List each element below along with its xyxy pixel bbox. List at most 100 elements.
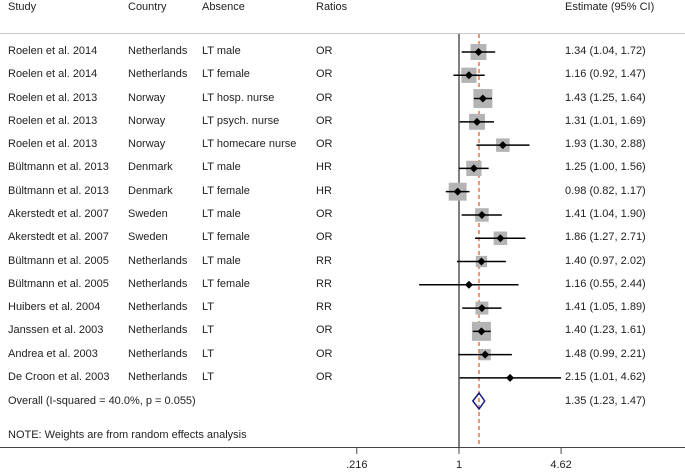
row-estimate-label: 1.40 (1.23, 1.61): [565, 324, 646, 337]
point-estimate-marker: [478, 94, 487, 103]
row-estimate-label: 1.41 (1.04, 1.90): [565, 207, 646, 220]
row-estimate-label: 0.98 (0.82, 1.17): [565, 184, 646, 197]
row-absence: LT female: [202, 184, 250, 197]
row-absence: LT male: [202, 161, 241, 174]
point-estimate-marker: [477, 304, 486, 313]
row-country: Denmark: [128, 184, 173, 197]
row-country: Sweden: [128, 207, 168, 220]
row-absence: LT hosp. nurse: [202, 91, 275, 104]
row-absence: LT: [202, 324, 215, 337]
row-study: Bültmann et al. 2013: [8, 184, 109, 197]
row-country: Netherlands: [128, 324, 188, 337]
header-study: Study: [8, 1, 37, 13]
row-absence: LT male: [202, 254, 241, 267]
row-study: Roelen et al. 2013: [8, 114, 98, 127]
row-ratio: HR: [316, 161, 332, 174]
overall-estimate-label: 1.35 (1.23, 1.47): [565, 395, 646, 407]
row-study: Akerstedt et al. 2007: [8, 231, 109, 244]
point-estimate-marker: [506, 373, 515, 382]
row-study: Roelen et al. 2014: [8, 68, 98, 81]
row-study: Bültmann et al. 2013: [8, 161, 109, 174]
point-estimate-marker: [477, 257, 486, 266]
x-axis-tick-label: .216: [346, 459, 368, 471]
row-ratio: OR: [316, 45, 333, 57]
point-estimate-marker: [481, 350, 490, 359]
row-estimate-label: 1.48 (0.99, 2.21): [565, 347, 646, 360]
row-study: Roelen et al. 2014: [8, 45, 98, 57]
point-estimate-marker: [498, 141, 507, 150]
point-estimate-marker: [464, 280, 473, 289]
row-estimate-label: 1.16 (0.92, 1.47): [565, 68, 646, 81]
row-estimate-label: 1.93 (1.30, 2.88): [565, 138, 646, 151]
row-country: Netherlands: [128, 277, 188, 290]
row-estimate-label: 1.16 (0.55, 2.44): [565, 277, 646, 290]
row-ratio: OR: [316, 91, 333, 104]
point-estimate-marker: [477, 327, 486, 336]
row-estimate-label: 1.43 (1.25, 1.64): [565, 91, 646, 104]
x-axis-tick-label: 4.62: [550, 459, 572, 471]
row-ratio: OR: [316, 370, 333, 383]
row-ratio: RR: [316, 254, 332, 267]
row-ratio: RR: [316, 301, 332, 314]
row-study: De Croon et al. 2003: [8, 370, 110, 383]
overall-label: Overall (I-squared = 40.0%, p = 0.055): [8, 395, 196, 407]
row-country: Netherlands: [128, 254, 188, 267]
row-country: Sweden: [128, 231, 168, 244]
row-estimate-label: 1.86 (1.27, 2.71): [565, 231, 646, 244]
header-estimate: Estimate (95% CI): [565, 1, 655, 13]
row-country: Norway: [128, 114, 166, 127]
row-ratio: OR: [316, 207, 333, 220]
row-ratio: OR: [316, 347, 333, 360]
row-ratio: RR: [316, 277, 332, 290]
row-study: Andrea et al. 2003: [8, 347, 98, 360]
row-absence: LT female: [202, 277, 250, 290]
header-ratios: Ratios: [316, 1, 348, 13]
row-country: Norway: [128, 138, 166, 151]
header-country: Country: [128, 1, 167, 13]
row-country: Norway: [128, 91, 166, 104]
row-estimate-label: 1.41 (1.05, 1.89): [565, 301, 646, 314]
row-country: Denmark: [128, 161, 173, 174]
row-absence: LT male: [202, 207, 241, 220]
row-absence: LT male: [202, 45, 241, 57]
row-estimate-label: 2.15 (1.01, 4.62): [565, 370, 646, 383]
row-country: Netherlands: [128, 45, 188, 57]
row-ratio: OR: [316, 68, 333, 81]
point-estimate-marker: [453, 187, 462, 196]
point-estimate-marker: [464, 71, 473, 80]
row-country: Netherlands: [128, 68, 188, 81]
row-study: Bültmann et al. 2005: [8, 254, 109, 267]
overall-diamond: [471, 391, 486, 411]
row-study: Roelen et al. 2013: [8, 138, 98, 151]
row-absence: LT female: [202, 231, 250, 244]
row-absence: LT: [202, 347, 215, 360]
row-absence: LT psych. nurse: [202, 114, 280, 127]
row-absence: LT homecare nurse: [202, 138, 297, 151]
point-estimate-marker: [473, 117, 482, 126]
row-absence: LT: [202, 370, 215, 383]
weights-note: NOTE: Weights are from random effects an…: [8, 429, 247, 441]
row-ratio: HR: [316, 184, 332, 197]
point-estimate-marker: [477, 210, 486, 219]
row-study: Roelen et al. 2013: [8, 91, 98, 104]
row-ratio: OR: [316, 231, 333, 244]
row-estimate-label: 1.34 (1.04, 1.72): [565, 45, 646, 57]
row-study: Bültmann et al. 2005: [8, 277, 109, 290]
row-ratio: OR: [316, 138, 333, 151]
point-estimate-marker: [469, 164, 478, 173]
row-study: Akerstedt et al. 2007: [8, 207, 109, 220]
row-absence: LT: [202, 301, 215, 314]
row-absence: LT female: [202, 68, 250, 81]
row-country: Netherlands: [128, 370, 188, 383]
point-estimate-marker: [474, 48, 483, 56]
row-ratio: OR: [316, 324, 333, 337]
row-estimate-label: 1.40 (0.97, 2.02): [565, 254, 646, 267]
row-estimate-label: 1.25 (1.00, 1.56): [565, 161, 646, 174]
header-absence: Absence: [202, 1, 245, 13]
row-study: Janssen et al. 2003: [8, 324, 104, 337]
x-axis-tick-label: 1: [455, 459, 463, 471]
row-country: Netherlands: [128, 347, 188, 360]
row-ratio: OR: [316, 114, 333, 127]
row-study: Huibers et al. 2004: [8, 301, 101, 314]
